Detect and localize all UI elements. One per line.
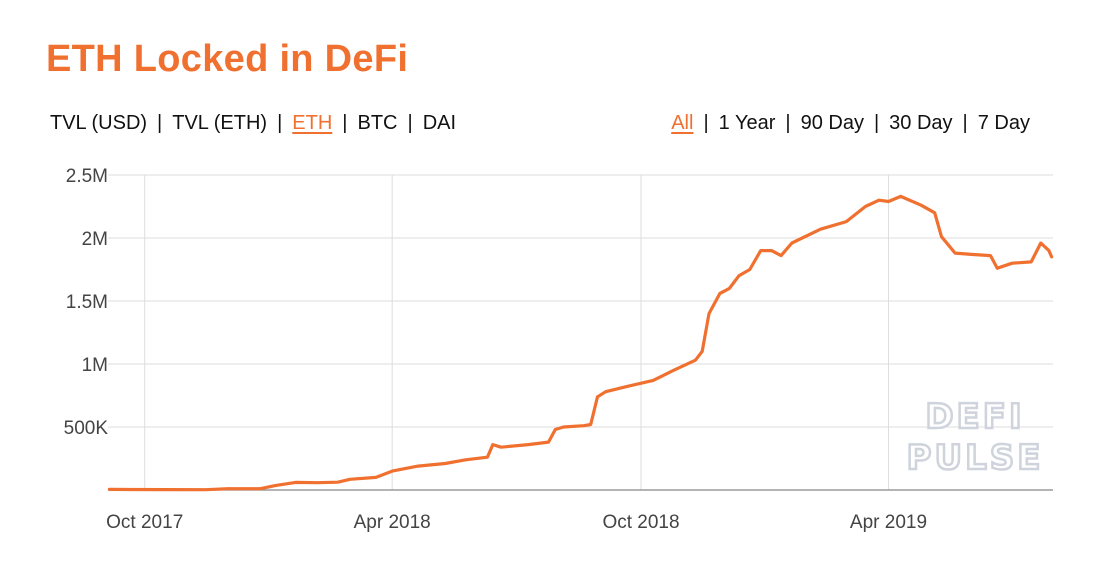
y-tick-label: 1.5M (66, 292, 108, 313)
tab-eth[interactable]: ETH (292, 112, 333, 134)
range-tab-90-day[interactable]: 90 Day (800, 112, 864, 134)
eth-locked-line (107, 194, 1054, 492)
range-tab-1-year[interactable]: 1 Year (718, 112, 776, 134)
tab-separator: | (157, 112, 163, 134)
range-tabs: All | 1 Year | 90 Day | 30 Day | 7 Day (671, 112, 1030, 135)
tab-separator: | (962, 112, 968, 134)
tab-btc[interactable]: BTC (357, 112, 398, 134)
series-group (107, 194, 1054, 492)
tab-separator: | (277, 112, 283, 134)
range-tab-all[interactable]: All (671, 112, 694, 134)
tab-separator: | (703, 112, 709, 134)
y-tick-label: 2M (82, 229, 108, 250)
y-tick-label: 500K (64, 418, 109, 439)
range-tab-30-day[interactable]: 30 Day (889, 112, 953, 134)
axes: 500K 1M 1.5M 2M 2.5M Oct 2017 Apr 2018 Oct 2018… (64, 166, 1053, 533)
watermark-text: DEFI (925, 397, 1024, 437)
page-title: ETH Locked in DeFi (46, 38, 409, 80)
x-tick-label: Apr 2019 (850, 512, 927, 533)
x-tick-label: Oct 2018 (602, 512, 679, 533)
tab-tvl-usd[interactable]: TVL (USD) (50, 112, 148, 134)
tab-separator: | (342, 112, 348, 134)
tab-separator: | (785, 112, 791, 134)
y-tick-label: 1M (82, 355, 108, 376)
tab-tvl-eth[interactable]: TVL (ETH) (172, 112, 268, 134)
watermark-text: PULSE (907, 438, 1044, 478)
y-tick-label: 2.5M (66, 166, 108, 187)
metric-tabs: TVL (USD) | TVL (ETH) | ETH | BTC | DAI (50, 112, 456, 135)
range-tab-7-day[interactable]: 7 Day (977, 112, 1030, 134)
x-tick-label: Apr 2018 (354, 512, 431, 533)
x-tick-label: Oct 2017 (106, 512, 183, 533)
tab-separator: | (873, 112, 880, 134)
tab-dai[interactable]: DAI (422, 112, 457, 134)
tab-separator: | (407, 112, 413, 134)
